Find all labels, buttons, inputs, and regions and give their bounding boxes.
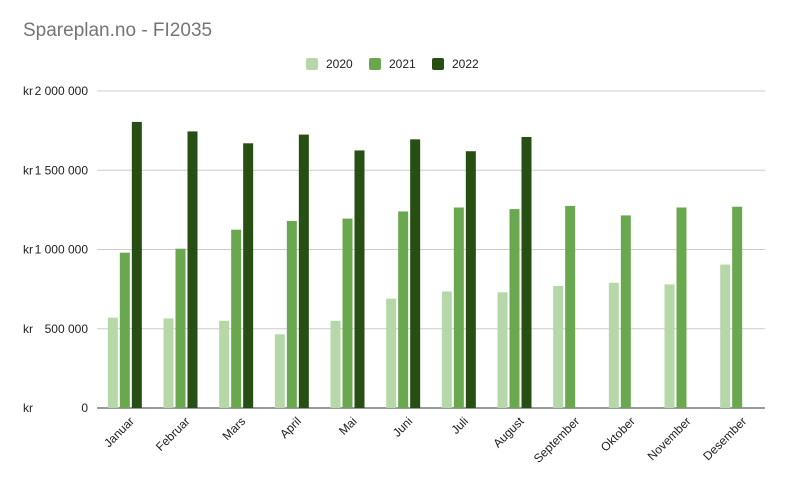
legend-item-2020[interactable]: 2020 [306,57,353,71]
y-tick-label: 500 000 [45,322,89,336]
x-tick-label: Juni [390,414,415,439]
bar-2021-juni [398,211,409,408]
bar-2022-mars [243,143,254,408]
y-tick-label: 2 000 000 [35,84,89,98]
y-tick-label: 1 500 000 [35,163,89,177]
bar-2020-mars [219,320,230,408]
bar-2020-oktober [608,282,619,408]
x-tick-label: Mars [220,414,249,443]
bar-2021-mars [231,229,242,408]
y-tick-label: 0 [81,401,88,415]
bar-2022-august [521,136,532,408]
x-tick-label: Oktober [598,414,638,454]
legend: 2020 2021 2022 [306,57,479,71]
legend-item-2021[interactable]: 2021 [369,57,416,71]
x-tick-label: November [645,414,694,463]
bar-2020-april [274,334,285,408]
x-tick-label: Januar [101,414,137,450]
bar-2020-juni [386,298,397,408]
x-tick-label: Mai [336,414,360,438]
x-tick-label: September [531,414,582,465]
bar-2022-juli [465,151,476,409]
bar-2020-august [497,292,508,408]
y-tick-label-prefix: kr [23,163,33,177]
grid-lines [97,90,765,409]
x-tick-label: Desember [700,414,749,463]
legend-swatch [306,58,318,70]
y-tick-label-prefix: kr [23,243,33,257]
bar-2022-januar [131,121,142,408]
x-tick-label: Juli [448,414,471,437]
legend-label: 2021 [389,57,416,71]
bar-2021-april [286,220,297,408]
x-tick-label: Februar [153,414,193,454]
bar-2022-februar [187,131,198,409]
bar-2021-januar [119,252,130,408]
legend-label: 2022 [452,57,479,71]
bar-2020-januar [107,317,118,408]
bars [107,121,743,409]
legend-swatch [432,58,444,70]
bar-2020-desember [720,264,731,408]
legend-label: 2020 [326,57,353,71]
legend-item-2022[interactable]: 2022 [432,57,479,71]
bar-2021-desember [732,206,743,408]
y-tick-label-prefix: kr [23,322,33,336]
y-tick-label-prefix: kr [23,84,33,98]
bar-2020-juli [441,291,452,408]
bar-2021-november [676,207,687,408]
x-tick-label: August [490,414,527,451]
bar-2022-juni [410,139,421,408]
bar-2020-september [553,285,564,408]
bar-2020-februar [163,318,174,408]
bar-2020-november [664,284,675,408]
bar-2021-oktober [620,215,631,408]
x-axis-ticks: Januar Februar Mars April Mai Juni Juli August S… [101,414,749,466]
y-tick-label: 1 000 000 [35,243,89,257]
bar-2021-mai [342,218,353,408]
bar-2021-februar [175,248,186,408]
x-tick-label: April [277,414,304,441]
chart-title: Spareplan.no - FI2035 [23,20,213,41]
bar-2021-september [565,205,576,408]
bar-2022-mai [354,150,365,408]
y-tick-label-prefix: kr [23,401,33,415]
bar-2021-august [509,209,520,408]
bar-2022-april [298,134,309,408]
legend-swatch [369,58,381,70]
bar-2021-juli [453,207,464,408]
bar-2020-mai [330,320,341,408]
